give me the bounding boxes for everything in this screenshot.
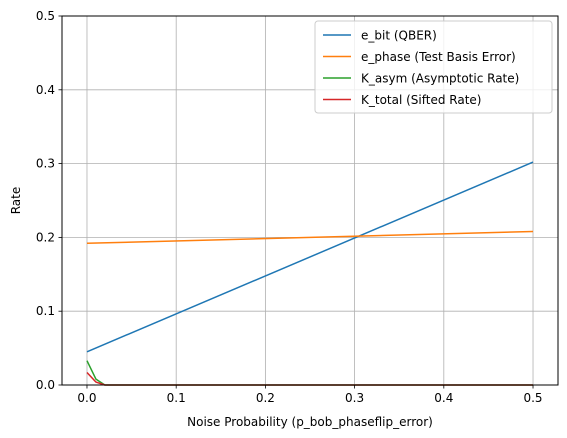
x-tick-label: 0.3 — [345, 391, 364, 405]
legend-label: K_asym (Asymptotic Rate) — [361, 72, 519, 86]
y-tick-label: 0.1 — [36, 304, 55, 318]
legend-label: e_phase (Test Basis Error) — [361, 50, 516, 64]
x-axis-label: Noise Probability (p_bob_phaseflip_error… — [187, 415, 433, 429]
y-tick-label: 0.0 — [36, 378, 55, 392]
x-tick-label: 0.0 — [77, 391, 96, 405]
x-tick-label: 0.1 — [167, 391, 186, 405]
x-tick-label: 0.4 — [434, 391, 453, 405]
legend: e_bit (QBER) e_phase (Test Basis Error) K_… — [315, 21, 552, 113]
x-tick-label: 0.2 — [256, 391, 275, 405]
y-tick-label: 0.4 — [36, 83, 55, 97]
y-tick-label: 0.3 — [36, 157, 55, 171]
y-tick-label: 0.2 — [36, 230, 55, 244]
legend-label: K_total (Sifted Rate) — [361, 93, 482, 107]
legend-label: e_bit (QBER) — [361, 29, 437, 43]
x-tick-label: 0.5 — [523, 391, 542, 405]
y-axis-label: Rate — [9, 187, 23, 215]
y-tick-label: 0.5 — [36, 9, 55, 23]
